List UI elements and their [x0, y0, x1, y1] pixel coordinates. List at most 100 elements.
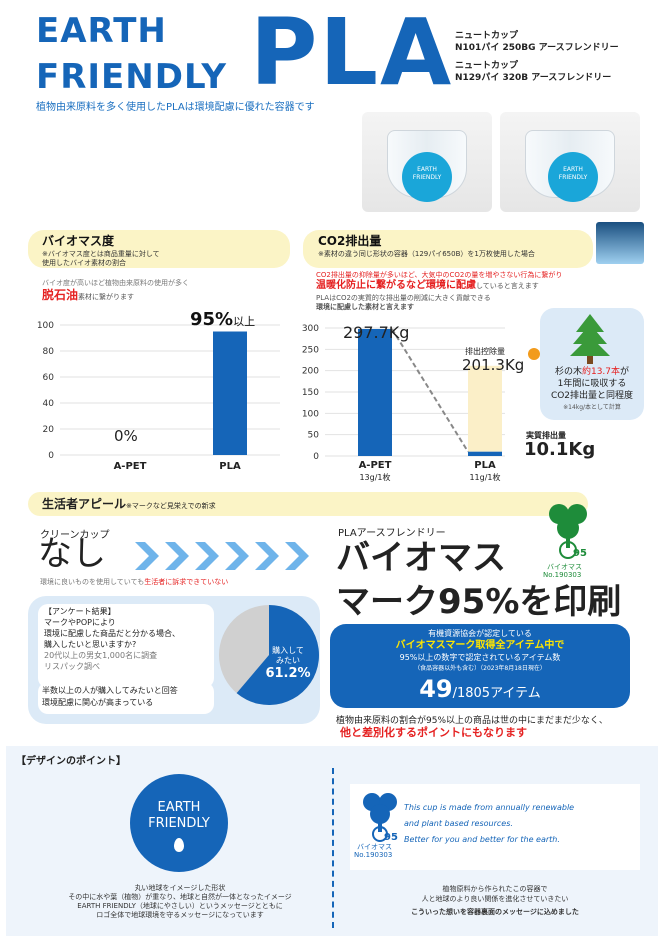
co2-desc2: 温暖化防止に繋がるなど環境に配慮していると言えます: [316, 280, 539, 291]
nashi: なし: [38, 534, 106, 574]
biomass-header-pill: [28, 230, 290, 268]
pie-label: 購入して みたい 61.2%: [265, 646, 311, 681]
cup-logo: EARTH FRIENDLY: [402, 152, 452, 202]
cup-photo-2: EARTH FRIENDLY: [500, 112, 640, 212]
y-tick-label: 60: [43, 373, 55, 383]
assoc-text: 有機資源協会が認定している バイオマスマーク取得全アイテム中で 95%以上の数字…: [395, 629, 565, 703]
title-earth: EARTH: [36, 11, 167, 51]
co2-reduction-value: 201.3Kg: [462, 356, 525, 374]
product2-code: N129パイ 320B アースフレンドリー: [455, 73, 612, 83]
y-tick-label: 200: [302, 367, 319, 377]
assoc-after2: 他と差別化するポイントにもなります: [340, 726, 527, 739]
co2-title: CO2排出量: [318, 234, 382, 248]
svg-text:95: 95: [384, 832, 398, 842]
earth-friendly-logo: EARTH FRIENDLY: [130, 774, 228, 872]
x-tick-label: A-PET: [114, 461, 147, 472]
title-friendly: FRIENDLY: [36, 57, 227, 97]
design-message: 植物原料から作られたこの容器で 人と地球のより良い関係を進化させていきたい こう…: [411, 885, 579, 916]
biomass-apet-value: 0%: [114, 427, 138, 445]
x-sub-label: 11g/1枚: [469, 472, 500, 482]
y-tick-label: 20: [43, 425, 55, 435]
tree-box: 杉の木約13.7本が 1年間に吸収する CO2排出量と同程度 ※14kg/本とし…: [540, 308, 644, 420]
survey-result-card: [38, 682, 214, 714]
y-tick-label: 100: [302, 409, 319, 419]
design-divider: [332, 768, 334, 928]
bar-pla: [213, 331, 247, 455]
biomass-mark-icon: 95: [363, 793, 398, 842]
mark-caption: バイオマス: [547, 563, 582, 571]
tree-text-3: CO2排出量と同程度: [550, 391, 634, 401]
product2-name: ニュートカップ: [455, 61, 519, 71]
product1-name: ニュートカップ: [455, 31, 519, 41]
co2-chart: 0 50 100 150 200 250 300 A-PET 13g/1枚 PLA 11g/1枚: [295, 320, 545, 482]
design-mark-number: No.190303: [354, 851, 393, 859]
co2-actual-value: 10.1Kg: [524, 439, 596, 460]
chevron-arrows-icon: [135, 542, 309, 570]
design-title: 【デザインのポイント】: [16, 756, 126, 767]
appeal-title: 生活者アピール※マークなど見栄えでの新求: [42, 497, 216, 511]
survey-pie-chart: [219, 605, 319, 705]
co2-actual-label: 実質排出量: [526, 431, 566, 440]
tree-text-1: 杉の木約13.7本が: [554, 367, 630, 377]
headline-2: マーク95%を印刷: [336, 582, 622, 622]
assoc-after1: 植物由来原料の割合が95%以上の商品は世の中にまだまだ少なく、: [336, 716, 608, 726]
survey-result: 半数以上の人が購入してみたいと回答 環境配慮に関心が高まっている: [42, 686, 178, 707]
biomass-desc: 脱石油素材に繋がります: [42, 288, 134, 302]
x-tick-label: PLA: [219, 461, 241, 472]
cup-photo-1: EARTH FRIENDLY: [362, 112, 492, 212]
bar-a-pet: [358, 328, 392, 456]
biomass-mark-icon: 95: [549, 504, 587, 559]
survey-text: 【アンケート結果】 マークやPOPにより 環境に配慮した商品だと分かる場合、 購…: [44, 607, 180, 671]
arrow-icon: [528, 348, 540, 360]
pla-label: PLAアースフレンドリー: [338, 528, 446, 539]
biomass-desc-red: 脱石油: [42, 288, 79, 302]
biomass-chart: 0 20 40 60 80 100 A-PET PLA: [30, 315, 290, 475]
design-mark-caption: バイオマス: [357, 843, 392, 851]
water-drop-icon: [174, 838, 184, 852]
english-message: This cup is made from annually renewable…: [404, 803, 575, 844]
title-pla: PLA: [250, 0, 454, 106]
cup-logo: EARTH FRIENDLY: [548, 152, 598, 202]
product1-code: N101パイ 250BG アースフレンドリー: [455, 43, 619, 53]
pie-slice-buy: [236, 605, 319, 705]
subtitle: 植物由来原料を多く使用したPLAは環境配慮に優れた容器です: [36, 102, 315, 113]
biomass-note2: 使用したバイオ素材の割合: [42, 259, 126, 267]
bar-pla: [468, 451, 502, 456]
headline-1: バイオマス: [336, 538, 506, 578]
x-tick-label: A-PET: [359, 460, 392, 471]
co2-header-pill: [303, 230, 593, 268]
y-tick-label: 40: [43, 399, 55, 409]
co2-apet-value: 297.7Kg: [343, 323, 410, 342]
y-tick-label: 100: [37, 321, 54, 331]
tree-text-2: 1年間に吸収する: [557, 379, 627, 389]
co2-reduction-label: 排出控除量: [465, 347, 505, 356]
mark-number: No.190303: [543, 571, 582, 579]
biomass-note1: ※バイオマス度とは商品重量に対して: [42, 250, 160, 258]
bar-reduction: [468, 365, 502, 452]
clean-note: 環境に良いものを使用していても生活者に訴求できていない: [40, 578, 229, 586]
survey-question-card: [38, 604, 214, 688]
x-sub-label: 13g/1枚: [359, 472, 390, 482]
svg-text:95: 95: [573, 548, 587, 559]
co2-desc1: CO2排出量の抑除量が多いほど、大気中のCO2の量を増やさない行為に繋がり: [316, 271, 563, 279]
clean-label: クリーンカップ: [40, 530, 110, 541]
cup-photo-small: [596, 222, 644, 264]
tree-note: ※14kg/本として計算: [563, 404, 621, 411]
x-tick-label: PLA: [474, 460, 496, 471]
y-tick-label: 80: [43, 347, 55, 357]
tree-icon: [570, 314, 610, 364]
biomass-desc1: バイオ度が高いほど植物由来原料の使用が多く: [42, 279, 189, 287]
y-tick-label: 0: [313, 452, 319, 462]
y-tick-label: 250: [302, 345, 319, 355]
design-desc: 丸い地球をイメージした形状 その中に水や葉（植物）が重なり、地球と自然が一体とな…: [68, 884, 292, 919]
co2-desc3: PLAはCO2の実質的な排出量の削減に大きく貢献できる: [316, 294, 491, 302]
y-tick-label: 50: [308, 431, 320, 441]
reduction-trend-line: [391, 328, 469, 453]
co2-note: ※素材の違う同じ形状の容器（129パイ650B）を1万枚使用した場合: [318, 250, 535, 258]
y-tick-label: 300: [302, 324, 319, 334]
biomass-desc2: 素材に繋がります: [78, 293, 135, 301]
assoc-box: [330, 624, 630, 708]
biomass-title: バイオマス度: [42, 234, 115, 248]
co2-desc4: 環境に配慮した素材と言えます: [316, 303, 414, 311]
